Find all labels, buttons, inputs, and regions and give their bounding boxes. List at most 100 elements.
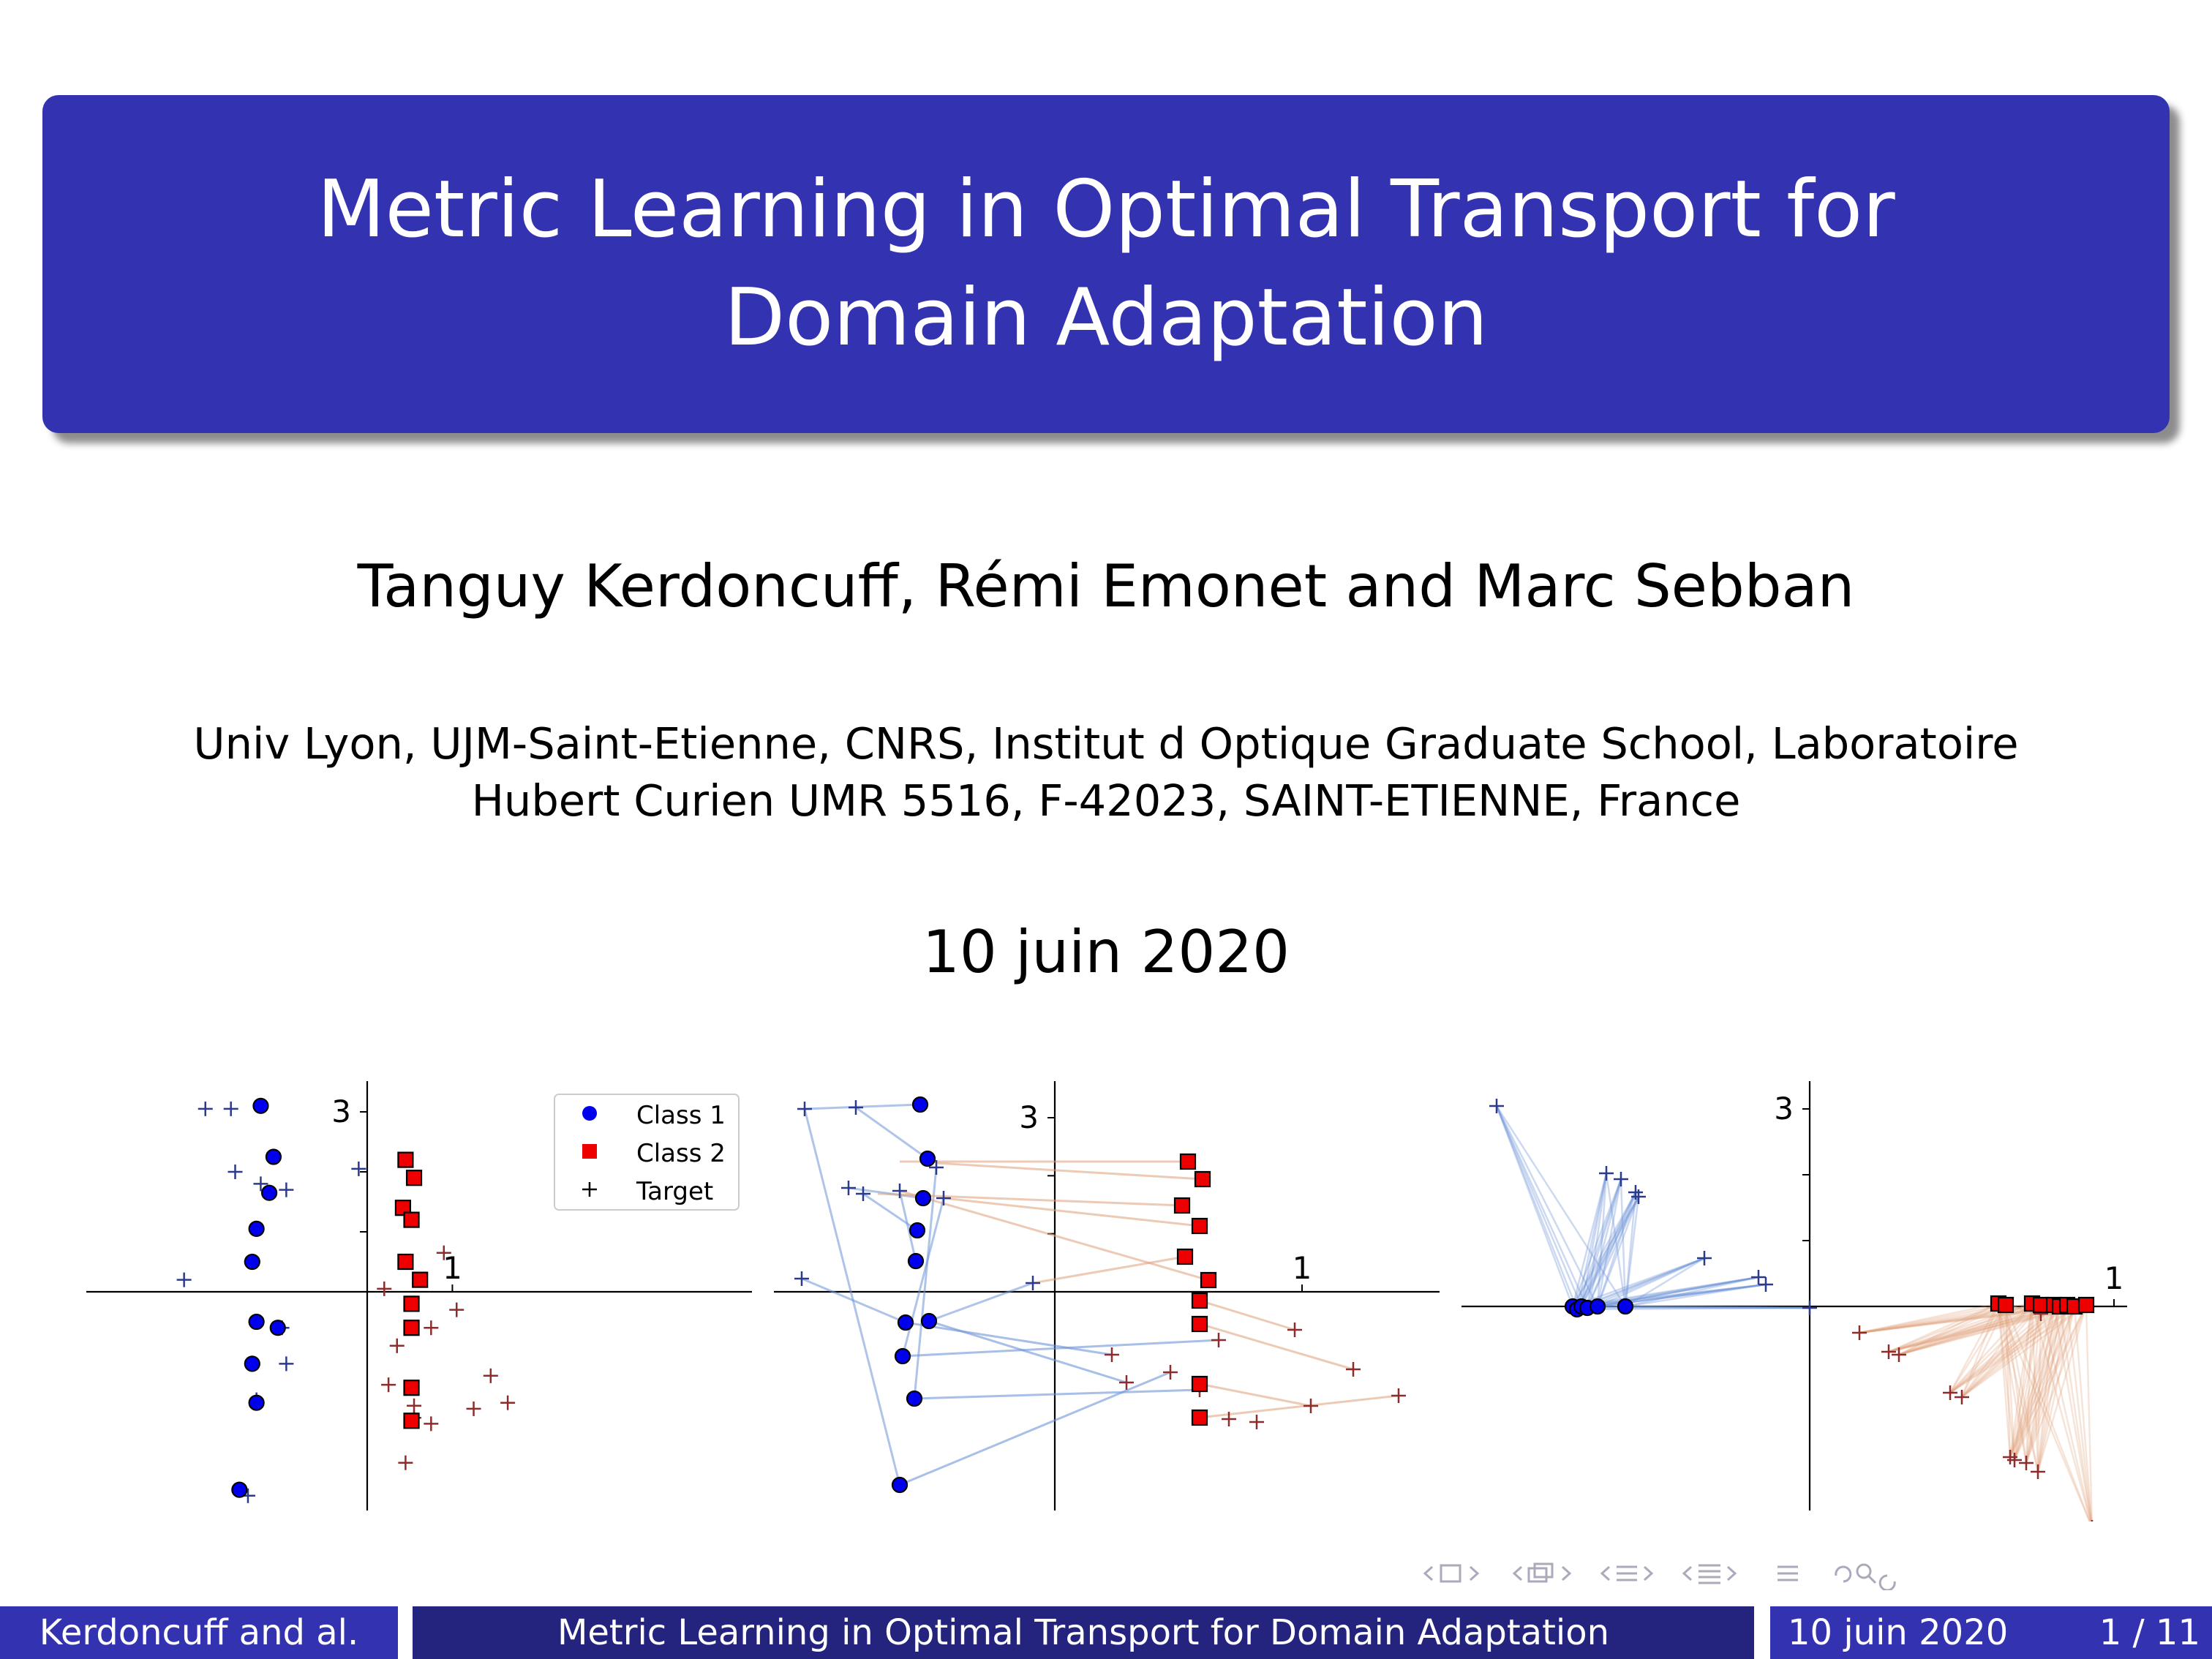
target-point — [856, 1186, 870, 1201]
transport-link — [1580, 1178, 1622, 1307]
transport-link — [1571, 1178, 1622, 1307]
transport-link — [1898, 1304, 2006, 1356]
target-point — [929, 1160, 944, 1175]
target-point — [381, 1377, 396, 1393]
target-point — [424, 1320, 439, 1336]
navigation-icons[interactable] — [1419, 1557, 2194, 1592]
frame-icon[interactable] — [1440, 1564, 1462, 1583]
transport-link — [2036, 1306, 2076, 1472]
transport-link — [1625, 1276, 1759, 1308]
transport-link — [2025, 1304, 2088, 1464]
y-tick-label: 3 — [331, 1094, 351, 1129]
transport-link — [1949, 1304, 2042, 1393]
section-prev-icon[interactable] — [1600, 1565, 1611, 1581]
transport-link — [1199, 1299, 1295, 1331]
target-point — [1287, 1323, 1302, 1337]
transport-link — [1859, 1304, 2006, 1334]
transport-link — [1586, 1196, 1640, 1309]
target-point — [223, 1101, 238, 1116]
transport-link — [1032, 1255, 1186, 1284]
transport-link — [1586, 1173, 1608, 1309]
transport-link — [1949, 1304, 2068, 1393]
transport-link — [1580, 1196, 1640, 1307]
legend-label: Class 1 — [636, 1101, 726, 1130]
class2-point — [2077, 1296, 2095, 1314]
document-icon[interactable] — [1698, 1564, 1720, 1584]
class1-point — [248, 1394, 265, 1411]
class1-point — [907, 1252, 925, 1270]
transport-link — [1596, 1192, 1637, 1307]
class1-point — [231, 1481, 248, 1498]
subsection-next-icon[interactable] — [1561, 1565, 1572, 1581]
target-point — [1119, 1375, 1134, 1390]
search-icon[interactable] — [1856, 1563, 1872, 1579]
legend-class1-marker — [582, 1106, 597, 1121]
target-point — [794, 1271, 809, 1286]
target-point — [2019, 1456, 2034, 1470]
doc-prev-icon[interactable] — [1682, 1565, 1693, 1581]
transport-link — [2009, 1304, 2088, 1458]
class2-point — [1997, 1296, 2014, 1314]
transport-link — [2009, 1306, 2061, 1458]
beamer-navigation[interactable] — [1419, 1557, 2194, 1592]
target-point — [351, 1161, 366, 1176]
target-point — [849, 1100, 863, 1115]
transport-link — [1888, 1305, 2061, 1353]
legend-class2-marker — [582, 1144, 597, 1159]
class2-point — [403, 1320, 420, 1336]
transport-link — [2036, 1304, 2055, 1472]
transport-link — [2013, 1303, 2034, 1461]
section-next-icon[interactable] — [1643, 1565, 1654, 1581]
forward-icon[interactable] — [1878, 1574, 1896, 1592]
legend-label: Class 2 — [636, 1139, 726, 1168]
transport-link — [2036, 1304, 2042, 1472]
nav-next-icon[interactable] — [1469, 1565, 1480, 1581]
doc-next-icon[interactable] — [1726, 1565, 1737, 1581]
transport-link — [2025, 1306, 2061, 1464]
transport-link — [1961, 1303, 2033, 1398]
class1-point — [1617, 1298, 1634, 1315]
target-point — [1631, 1189, 1646, 1204]
target-point — [483, 1368, 498, 1383]
target-point — [1758, 1277, 1773, 1292]
subsection-icon[interactable] — [1527, 1567, 1548, 1583]
nav-prev-icon[interactable] — [1423, 1565, 1434, 1581]
authors: Tanguy Kerdoncuff, Rémi Emonet and Marc … — [357, 552, 1855, 620]
transport-link — [2073, 1306, 2093, 1521]
transport-link — [1997, 1303, 2039, 1472]
class1-point — [891, 1476, 908, 1494]
class2-point — [1179, 1153, 1197, 1170]
transport-link — [1199, 1394, 1399, 1419]
class1-point — [908, 1222, 926, 1239]
transport-link — [1859, 1302, 1999, 1334]
class2-point — [397, 1151, 414, 1168]
target-point — [1802, 1301, 1817, 1315]
target-point — [1105, 1347, 1119, 1362]
target-point — [198, 1101, 213, 1116]
transport-link — [1961, 1306, 2075, 1398]
transport-link — [1625, 1257, 1705, 1308]
target-point — [892, 1184, 907, 1198]
transport-link — [1620, 1178, 1627, 1307]
transport-link — [1888, 1304, 2042, 1353]
affiliation-line-2: Hubert Curien UMR 5516, F-42023, SAINT-E… — [471, 775, 1741, 826]
target-point — [1599, 1166, 1614, 1181]
class2-point — [403, 1380, 420, 1396]
back-icon[interactable] — [1835, 1565, 1852, 1583]
transport-link — [1596, 1196, 1640, 1307]
transport-link — [1997, 1303, 2091, 1521]
transport-link — [1997, 1303, 2028, 1464]
target-point — [279, 1356, 294, 1372]
target-point — [1955, 1390, 1969, 1404]
x-tick-label: 1 — [2104, 1260, 2124, 1296]
transport-link — [2085, 1304, 2094, 1521]
transport-link — [1587, 1283, 1767, 1309]
legend-label: Target — [636, 1177, 713, 1206]
subsection-prev-icon[interactable] — [1512, 1565, 1523, 1581]
class1-point — [244, 1253, 260, 1271]
transport-link — [899, 1189, 1209, 1282]
class1-point — [269, 1320, 286, 1336]
section-icon[interactable] — [1617, 1565, 1637, 1581]
transport-link — [1576, 1192, 1637, 1310]
align-icon[interactable] — [1778, 1565, 1798, 1581]
